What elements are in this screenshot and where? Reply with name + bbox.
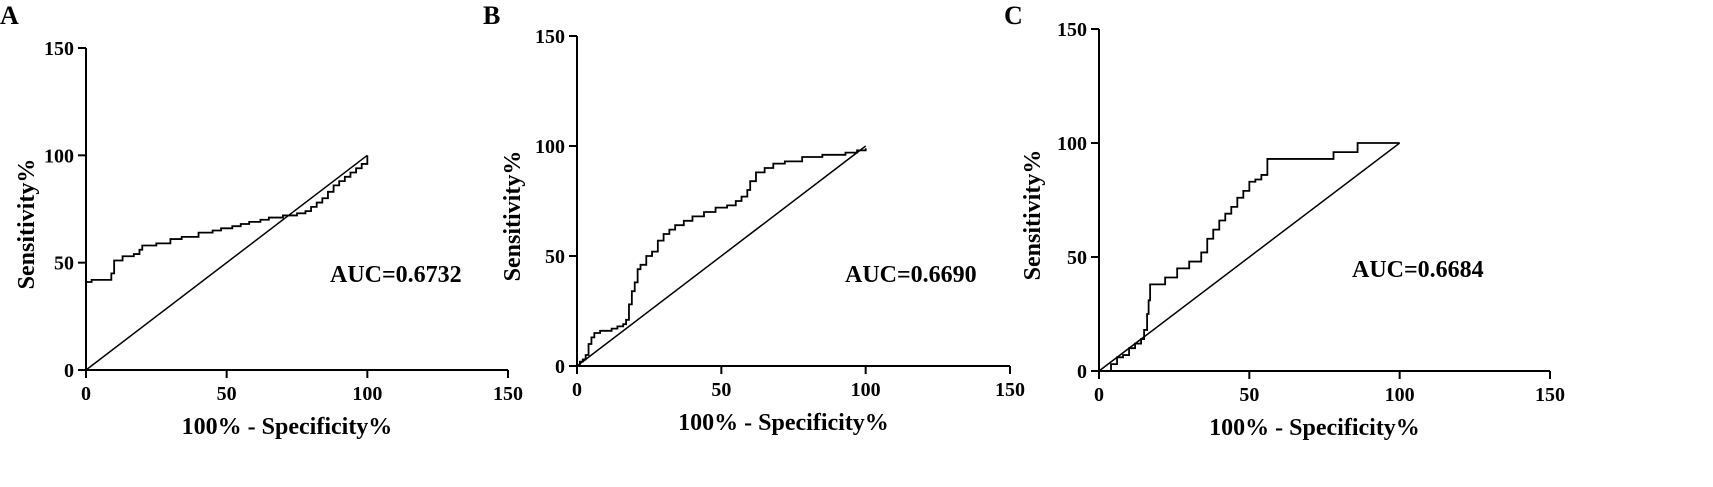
y-tick-label: 50 [54, 253, 74, 275]
x-tick-label: 50 [711, 379, 731, 401]
x-tick-label: 50 [1239, 384, 1259, 406]
x-tick-label: 100 [352, 383, 382, 405]
y-tick-label: 50 [1067, 247, 1087, 269]
y-axis-title: Sensitivity% [1020, 150, 1046, 281]
x-tick-label: 100 [851, 379, 881, 401]
y-tick-label: 100 [535, 136, 565, 158]
reference-diagonal [85, 154, 368, 371]
x-tick-label: 0 [1094, 384, 1104, 406]
auc-annotation: AUC=0.6690 [845, 262, 977, 288]
roc-curve [577, 148, 867, 367]
y-tick-label: 50 [545, 246, 565, 268]
roc-curve [85, 155, 369, 289]
auc-annotation: AUC=0.6732 [330, 262, 462, 288]
y-tick-label: 150 [535, 26, 565, 48]
reference-diagonal [1098, 142, 1401, 372]
x-tick-label: 150 [1535, 384, 1565, 406]
x-tick-label: 100 [1385, 384, 1415, 406]
y-axis-title: Sensitivity% [500, 151, 526, 282]
y-tick-label: 0 [1077, 361, 1087, 383]
roc-curve [1105, 142, 1400, 372]
panel-letter: A [0, 1, 19, 30]
x-axis-title: 100% - Specificity% [678, 410, 889, 436]
x-tick-label: 150 [493, 383, 523, 405]
y-tick-label: 100 [44, 145, 74, 167]
panel-letter: C [1004, 1, 1023, 30]
x-tick-label: 50 [217, 383, 237, 405]
x-tick-label: 0 [572, 379, 582, 401]
panel-c: C 0 50 100 150 0 50 100 150 100% - Specificity% Se… [1004, 1, 1565, 441]
x-axis-title: 100% - Specificity% [1209, 415, 1420, 441]
y-tick-label: 0 [555, 356, 565, 378]
x-tick-label: 150 [995, 379, 1025, 401]
panel-a: A 0 50 100 150 0 50 100 150 100% - Specificity% Se… [0, 1, 523, 440]
panel-letter: B [483, 1, 500, 30]
x-tick-label: 0 [81, 383, 91, 405]
reference-diagonal [576, 145, 867, 367]
y-tick-label: 100 [1057, 133, 1087, 155]
y-tick-label: 0 [64, 360, 74, 382]
panel-b: B 0 50 100 150 0 50 100 150 100% - Specificity% Se… [483, 1, 1025, 436]
x-axis-title: 100% - Specificity% [182, 414, 393, 440]
y-tick-label: 150 [44, 38, 74, 60]
y-axis-title: Sensitivity% [14, 159, 40, 290]
auc-annotation: AUC=0.6684 [1352, 257, 1484, 283]
y-tick-label: 150 [1057, 19, 1087, 41]
